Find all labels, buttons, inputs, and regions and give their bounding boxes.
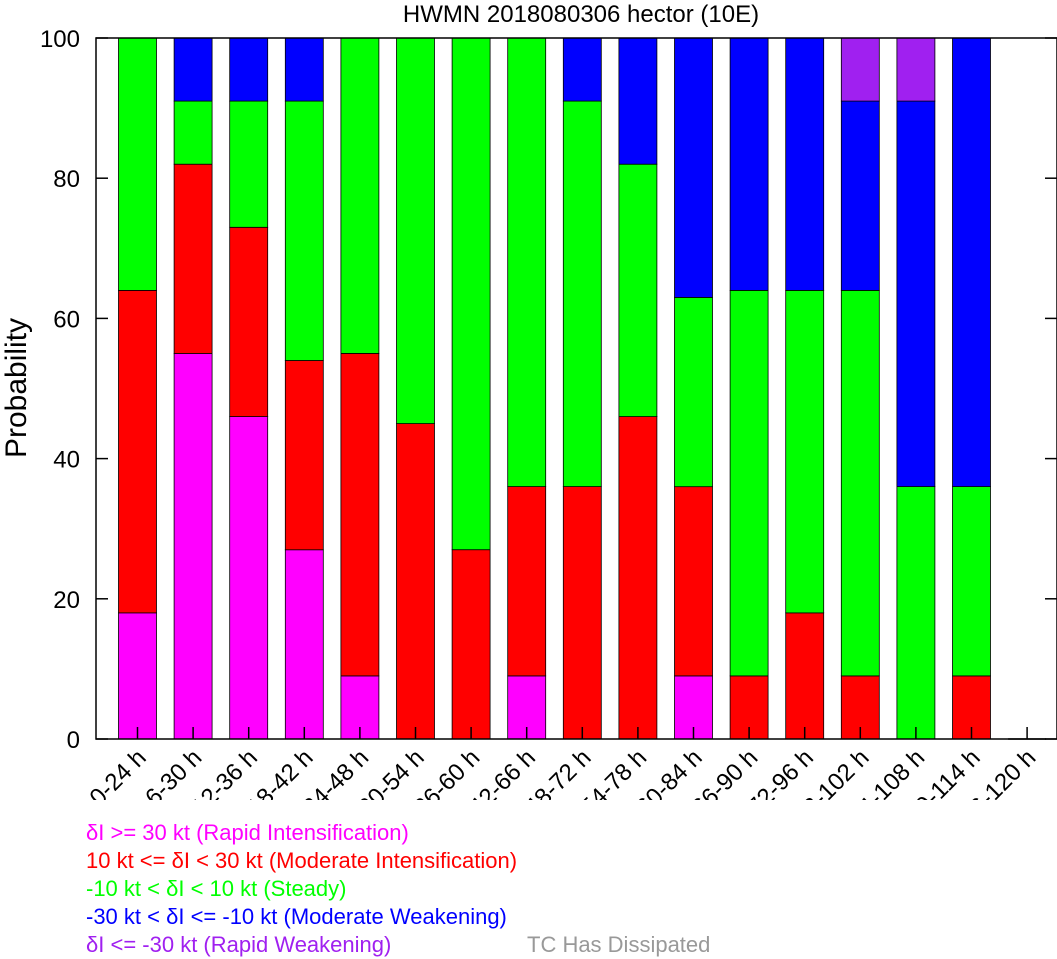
bar-segment [229,100,269,228]
chart-title: HWMN 2018080306 hector (10E) [403,1,759,28]
bar-segment [562,486,602,740]
bar-segment [840,100,880,291]
y-axis: 0 20 40 60 80 100 [40,26,1057,754]
bar-segment [618,416,658,740]
y-tick-label: 60 [53,306,80,333]
bar-segment [284,549,324,740]
legend-rapid-weakening: δI <= -30 kt (Rapid Weakening) [86,932,392,957]
bar-segment [118,37,157,291]
bar-segment [896,486,936,740]
bar-segment [340,37,380,354]
bar-segment [785,612,825,740]
bar-segment [451,549,491,740]
bar-segment [674,486,713,677]
bar-segment [840,37,880,102]
bar-segment [729,289,769,677]
bar-segment [229,226,269,418]
legend-moderate-intensification: 10 kt <= δI < 30 kt (Moderate Intensific… [86,848,518,873]
y-tick-label: 40 [53,447,80,474]
bar-segment [173,100,213,165]
legend-steady: -10 kt < δI < 10 kt (Steady) [86,876,347,901]
bar-segment [284,360,324,551]
legend-moderate-weakening: -30 kt < δI <= -10 kt (Moderate Weakenin… [86,904,507,929]
bars-group [118,37,1047,740]
legend-rapid-intensification: δI >= 30 kt (Rapid Intensification) [86,820,409,845]
bar-segment [674,296,713,488]
y-tick-label: 0 [67,727,80,754]
bar-segment [729,37,769,291]
bar-segment [785,37,825,291]
bar-segment [451,37,491,551]
bar-segment [173,37,213,102]
y-tick-label: 100 [40,26,80,53]
bar-segment [618,37,658,165]
bar-segment [562,100,602,487]
y-tick-label: 80 [53,166,80,193]
bar-segment [396,37,435,425]
bar-segment [340,352,380,677]
bar-segment [618,163,658,417]
y-tick-label: 20 [53,587,80,614]
bar-segment [173,163,213,354]
bar-segment [507,37,547,488]
bar-segment [229,416,269,740]
bar-segment [952,486,991,677]
legend-tc-dissipated: TC Has Dissipated [527,932,711,957]
bar-segment [840,289,880,677]
bar-segment [896,37,936,102]
bar-segment [229,37,269,102]
bar-segment [785,289,825,614]
bar-segment [118,612,157,740]
plot-frame [95,37,1057,740]
bar-segment [173,352,213,740]
bar-segment [896,100,936,487]
bar-segment [284,100,324,361]
bar-segment [507,486,547,677]
bar-segment [118,289,157,614]
stacked-bar-chart: HWMN 2018080306 hector (10E) Probability… [0,1,1057,800]
bar-segment [674,37,713,298]
y-axis-label: Probability [0,318,33,458]
bar-segment [284,37,324,102]
bar-segment [562,37,602,102]
bar-segment [952,37,991,488]
bar-segment [396,423,435,740]
